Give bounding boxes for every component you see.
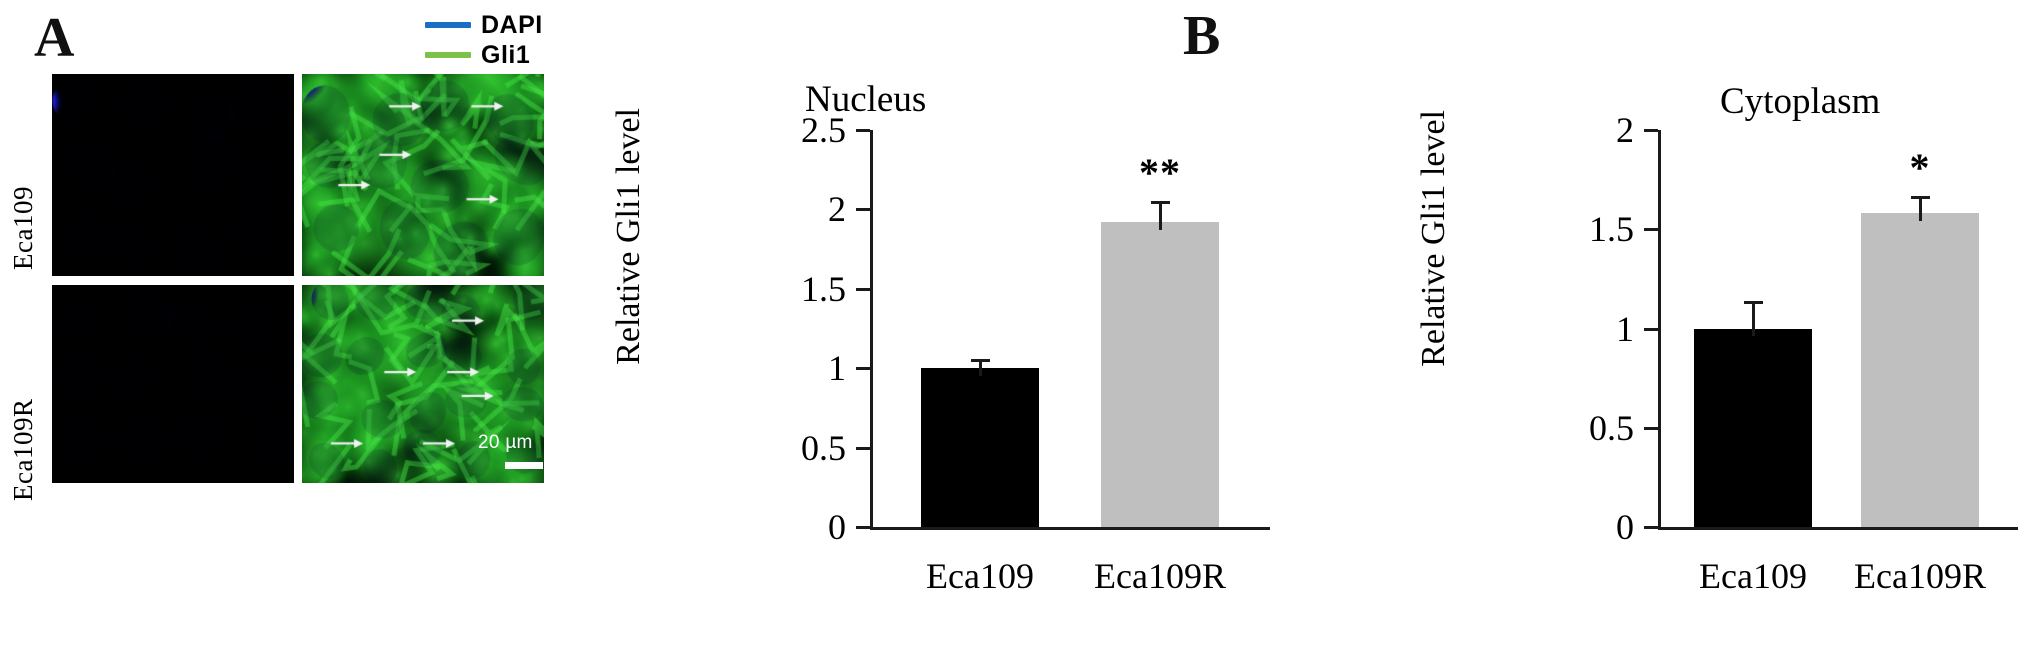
error-bar	[1158, 201, 1162, 231]
y-axis-tick-label: 1	[1616, 308, 1634, 349]
y-axis-tick-label: 1.5	[1589, 209, 1634, 250]
y-axis-tick-label: 1	[828, 348, 846, 389]
y-axis-tick	[856, 287, 870, 291]
significance-marker: *	[1909, 144, 1931, 190]
chart-title: Nucleus	[805, 79, 927, 120]
bar-eca109r	[1861, 213, 1979, 527]
legend-label-gli1: Gli1	[481, 40, 531, 69]
y-axis-line	[870, 130, 873, 527]
y-axis-tick-label: 0	[828, 507, 846, 547]
y-axis-tick	[1644, 129, 1658, 132]
row-label-eca109: Eca109	[8, 186, 38, 270]
micrograph-eca109-merge	[302, 74, 544, 276]
error-bar	[978, 358, 982, 377]
y-axis-tick	[1644, 327, 1658, 331]
legend-label-dapi: DAPI	[481, 10, 543, 39]
y-axis-tick	[856, 208, 870, 212]
y-axis-tick-label: 1.5	[801, 268, 846, 309]
legend-row-dapi: DAPI	[425, 10, 575, 40]
bar-eca109	[921, 368, 1039, 527]
error-bar	[1918, 195, 1922, 222]
bar-eca109	[1694, 328, 1812, 527]
y-axis-label: Relative Gli1 level	[610, 108, 647, 365]
chart-title: Cytoplasm	[1720, 81, 1881, 122]
y-axis-tick	[1644, 426, 1658, 430]
micrograph-eca109-dapi	[52, 74, 294, 276]
y-axis-label: Relative Gli1 level	[1415, 110, 1452, 367]
legend-line-green-icon	[425, 52, 471, 58]
panel-b-chart: B Nucleus Relative Gli1 level 0 0.5 1 1.5 2 2.5…	[600, 0, 1320, 649]
scale-bar-label: 20 µm	[478, 432, 533, 453]
x-axis-category-label: Eca109R	[1854, 556, 1986, 596]
x-axis-category-label: Eca109	[926, 556, 1034, 596]
legend-row-gli1: Gli1	[425, 40, 575, 70]
x-axis-category-label: Eca109R	[1094, 556, 1226, 596]
y-axis-tick	[856, 129, 870, 132]
significance-marker: **	[1139, 150, 1181, 196]
row-label-eca109r: Eca109R	[8, 398, 38, 502]
legend-line-blue-icon	[425, 22, 471, 28]
micrograph-eca109r-merge	[302, 285, 544, 483]
x-axis-line	[1658, 527, 2018, 530]
scale-bar	[505, 462, 543, 469]
bar-eca109r	[1101, 222, 1219, 527]
panel-letter-b: B	[1183, 5, 1221, 67]
error-bar-cap	[1910, 195, 1930, 199]
x-axis-category-label: Eca109	[1699, 556, 1807, 596]
y-axis-tick-label: 2.5	[801, 110, 846, 150]
error-bar-cap	[1743, 300, 1763, 304]
y-axis-line	[1658, 130, 1661, 527]
x-axis-line	[870, 527, 1270, 530]
y-axis-tick-label: 2	[828, 189, 846, 230]
y-axis-tick	[856, 526, 870, 529]
y-axis-tick-label: 0.5	[801, 427, 846, 468]
y-axis-tick	[1644, 228, 1658, 232]
y-axis-tick-label: 2	[1616, 110, 1634, 150]
error-bar-cap	[1150, 201, 1170, 205]
panel-letter-a: A	[34, 7, 75, 69]
y-axis-tick-label: 0	[1616, 507, 1634, 547]
y-axis-tick-label: 0.5	[1589, 407, 1634, 448]
y-axis-tick	[856, 367, 870, 371]
channel-legend: DAPI Gli1	[425, 10, 575, 70]
y-axis-tick	[856, 446, 870, 450]
y-axis-tick	[1644, 526, 1658, 529]
error-bar-cap	[970, 358, 990, 362]
panel-a: A DAPI Gli1 Eca109 Eca109R 20 µm	[0, 0, 580, 649]
error-bar	[1751, 300, 1755, 337]
micrograph-eca109r-dapi	[52, 285, 294, 483]
